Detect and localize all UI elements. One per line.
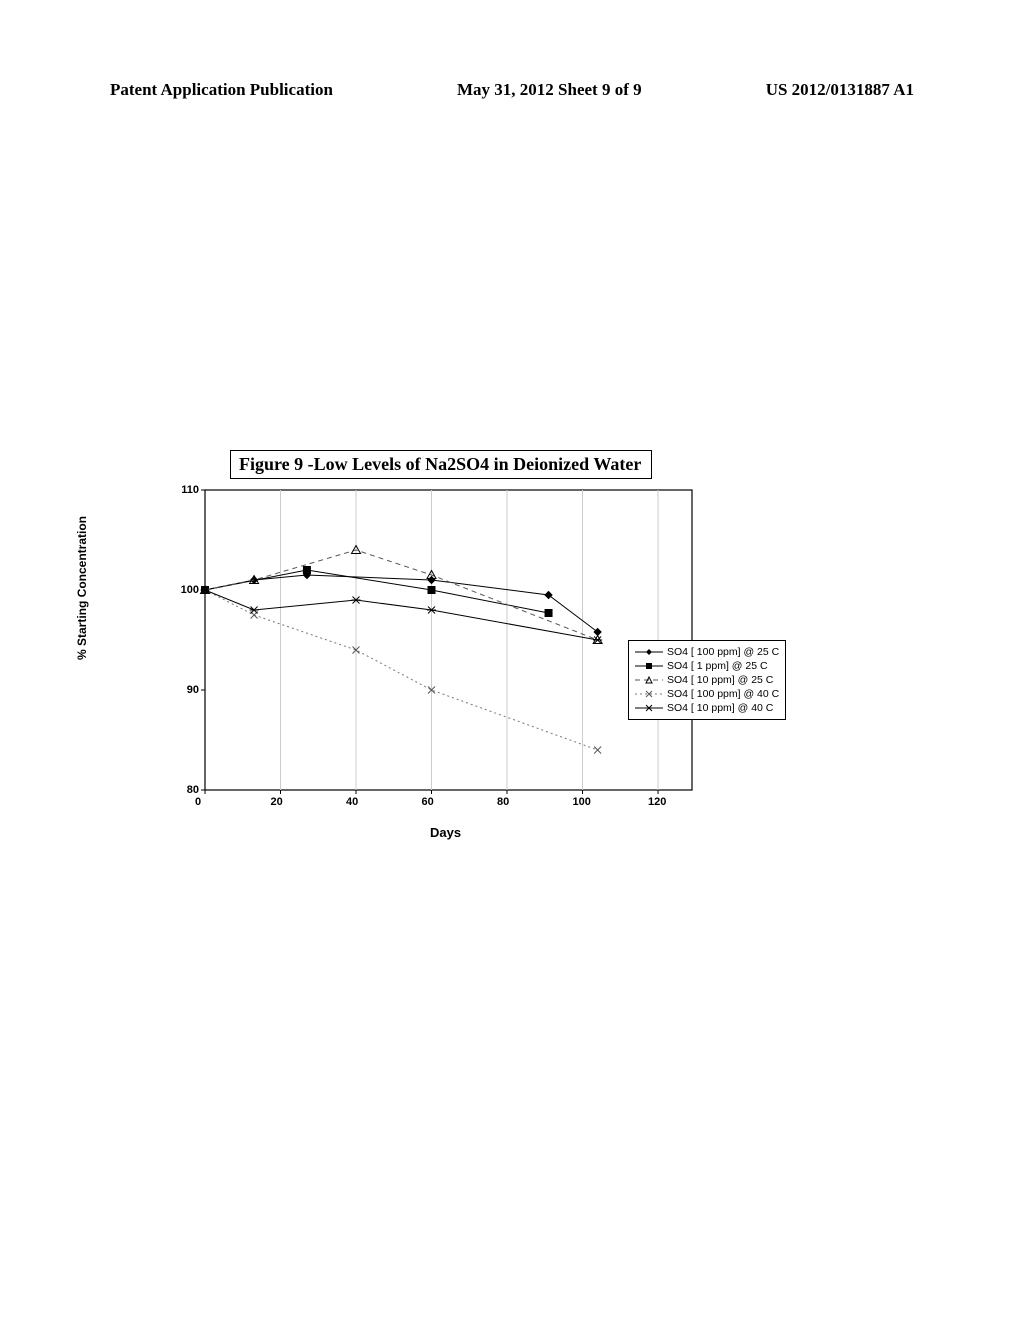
header-left: Patent Application Publication xyxy=(110,80,333,100)
x-tick-label: 60 xyxy=(422,796,434,808)
y-tick-label: 110 xyxy=(175,484,199,496)
legend-item: SO4 [ 100 ppm] @ 25 C xyxy=(635,645,779,659)
chart-legend: SO4 [ 100 ppm] @ 25 CSO4 [ 1 ppm] @ 25 C… xyxy=(628,640,786,720)
legend-label: SO4 [ 100 ppm] @ 40 C xyxy=(667,687,779,701)
legend-item: SO4 [ 1 ppm] @ 25 C xyxy=(635,659,779,673)
legend-swatch xyxy=(635,675,663,685)
x-tick-label: 100 xyxy=(573,796,591,808)
legend-swatch xyxy=(635,689,663,699)
x-tick-label: 120 xyxy=(648,796,666,808)
legend-item: SO4 [ 100 ppm] @ 40 C xyxy=(635,687,779,701)
legend-item: SO4 [ 10 ppm] @ 40 C xyxy=(635,701,779,715)
figure-title-box: Figure 9 -Low Levels of Na2SO4 in Deioni… xyxy=(230,450,652,479)
legend-swatch xyxy=(635,703,663,713)
y-tick-label: 100 xyxy=(175,584,199,596)
legend-swatch xyxy=(635,647,663,657)
y-tick-label: 90 xyxy=(175,684,199,696)
legend-label: SO4 [ 10 ppm] @ 25 C xyxy=(667,673,773,687)
x-axis-label: Days xyxy=(430,825,461,840)
x-tick-label: 40 xyxy=(346,796,358,808)
legend-swatch xyxy=(635,661,663,671)
y-axis-label: % Starting Concentration xyxy=(75,516,89,660)
header-center: May 31, 2012 Sheet 9 of 9 xyxy=(457,80,642,100)
legend-label: SO4 [ 1 ppm] @ 25 C xyxy=(667,659,768,673)
legend-label: SO4 [ 10 ppm] @ 40 C xyxy=(667,701,773,715)
x-tick-label: 80 xyxy=(497,796,509,808)
x-tick-label: 20 xyxy=(271,796,283,808)
x-tick-label: 0 xyxy=(195,796,201,808)
page-header: Patent Application Publication May 31, 2… xyxy=(110,80,914,100)
header-right: US 2012/0131887 A1 xyxy=(766,80,914,100)
figure-title: Figure 9 -Low Levels of Na2SO4 in Deioni… xyxy=(239,454,641,474)
legend-label: SO4 [ 100 ppm] @ 25 C xyxy=(667,645,779,659)
legend-item: SO4 [ 10 ppm] @ 25 C xyxy=(635,673,779,687)
y-tick-label: 80 xyxy=(175,784,199,796)
